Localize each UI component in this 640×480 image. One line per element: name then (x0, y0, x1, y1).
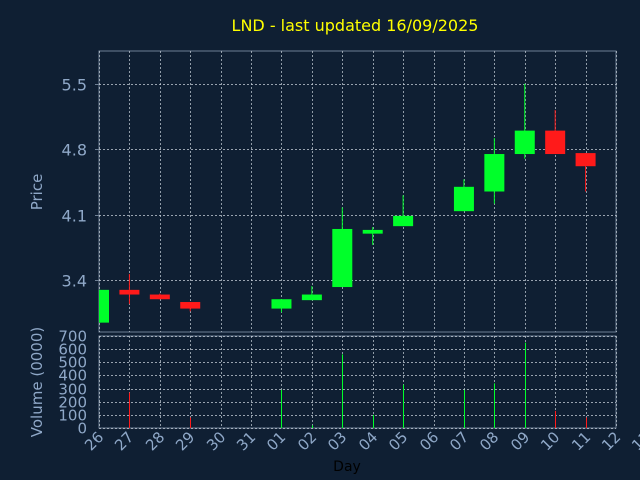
candle-up (453, 179, 474, 212)
candle-up (393, 195, 414, 227)
x-tick-label: 07 (446, 428, 472, 454)
candle-down (180, 302, 201, 312)
x-tick-label: 08 (476, 428, 502, 454)
candle-up (271, 299, 292, 313)
candle-body (362, 229, 383, 234)
price-tick-label: 5.5 (62, 76, 87, 95)
x-tick-label: 28 (142, 428, 168, 454)
candle-body (453, 186, 474, 212)
volume-tick-label: 100 (58, 407, 87, 425)
candle-up (99, 289, 109, 323)
candle-body (393, 215, 414, 227)
price-plot-frame (98, 50, 617, 333)
price-y-ticks: 3.4 4.1 4.8 5.5 (62, 76, 99, 291)
volume-tick-label: 700 (58, 328, 87, 346)
x-tick-label: 11 (568, 428, 594, 454)
candle-body (545, 130, 566, 155)
candle-body (119, 289, 140, 295)
candle-body (484, 154, 505, 192)
candle-down (575, 153, 596, 192)
volume-axis-label: Volume (0000) (28, 327, 46, 437)
volume-tick-label: 200 (58, 394, 87, 412)
candle-body (332, 228, 353, 288)
candles (99, 83, 596, 323)
candle-body (180, 302, 201, 309)
x-tick-label: 10 (537, 428, 563, 454)
candle-down (149, 293, 170, 300)
price-axis-label: Price (28, 174, 46, 211)
x-tick-label: 02 (294, 428, 320, 454)
x-axis-label: Day (333, 459, 361, 475)
candle-up (301, 286, 322, 301)
candle-body (575, 153, 596, 167)
volume-plot-frame (98, 335, 617, 429)
price-tick-label: 3.4 (62, 272, 87, 291)
x-tick-label: 29 (172, 428, 198, 454)
price-panel: 3.4 4.1 4.8 5.5 Price (28, 50, 617, 333)
volume-bars (129, 342, 587, 428)
candle-up (362, 227, 383, 245)
volume-tick-label: 400 (58, 367, 87, 385)
x-tick-label: 05 (385, 428, 411, 454)
candle-body (271, 299, 292, 309)
candle-body (149, 294, 170, 300)
x-tick-label: 01 (263, 428, 289, 454)
candle-body (99, 289, 109, 323)
volume-tick-label: 300 (58, 381, 87, 399)
price-tick-label: 4.8 (62, 141, 87, 160)
volume-grid (99, 336, 617, 429)
price-grid (99, 51, 617, 332)
candle-down (119, 273, 140, 304)
x-tick-label: 09 (507, 428, 533, 454)
x-tick-label: 06 (416, 428, 442, 454)
candle-body (301, 294, 322, 301)
candle-up (514, 83, 535, 159)
x-tick-label: 04 (355, 428, 381, 454)
x-tick-label: 31 (233, 428, 259, 454)
x-ticks: 2627282930310102030405060708091011121314… (81, 428, 640, 454)
x-tick-label: 12 (598, 428, 624, 454)
candle-up (332, 207, 353, 288)
candle-body (514, 130, 535, 155)
candle-down (545, 110, 566, 155)
volume-tick-label: 500 (58, 354, 87, 372)
volume-tick-label: 600 (58, 341, 87, 359)
volume-tick-label: 0 (77, 420, 87, 438)
chart-title: LND - last updated 16/09/2025 (232, 16, 479, 35)
x-tick-label: 27 (111, 428, 137, 454)
price-tick-label: 4.1 (62, 207, 87, 226)
x-tick-label: 03 (324, 428, 350, 454)
x-tick-label: 13 (628, 428, 640, 454)
x-tick-label: 30 (203, 428, 229, 454)
candle-up (484, 138, 505, 204)
